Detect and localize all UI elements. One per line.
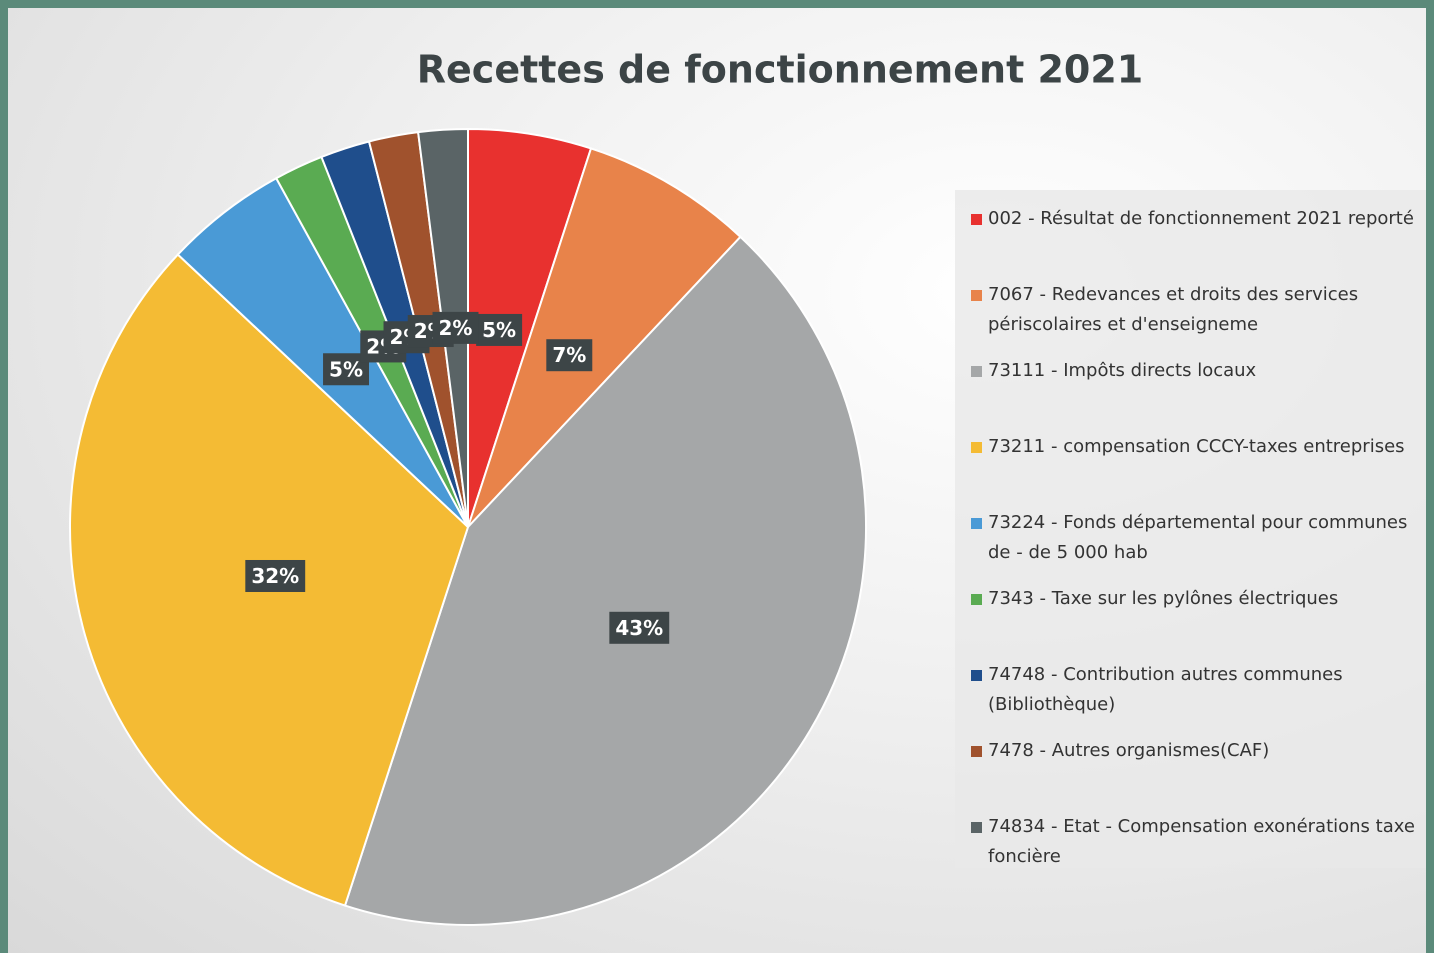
data-label-box [546,339,593,372]
legend-swatch [971,518,982,529]
pie-slice [467,147,742,528]
data-label-box [432,311,479,344]
legend-label: 73111 - Impôts directs locaux [988,360,1257,381]
legend-swatch [971,822,982,833]
data-label: 43% [609,611,670,644]
data-label: 32% [245,559,306,592]
data-label: 5% [323,353,370,386]
data-label: 7% [546,339,593,372]
legend-item: 73211 - compensation CCCY-taxes entrepri… [971,432,1417,508]
legend-swatch [971,214,982,225]
data-label: 2% [432,311,479,344]
legend-label: 74748 - Contribution autres communes (Bi… [988,664,1343,715]
data-label-text: 43% [615,616,663,640]
data-label-text: 7% [552,343,586,367]
legend-swatch [971,746,982,757]
data-label-box [476,313,523,346]
pie-area: Recettes de fonctionnement 2021 5% 7% 43% 3… [69,48,1143,926]
data-label-text: 2% [439,316,473,340]
legend-swatch [971,290,982,301]
legend-item: 7067 - Redevances et droits des services… [971,280,1417,356]
legend-item: 7343 - Taxe sur les pylônes électriques [971,584,1417,660]
legend-label: 73211 - compensation CCCY-taxes entrepri… [988,436,1405,457]
legend-label: 73224 - Fonds départemental pour commune… [988,512,1408,563]
data-label-box [245,559,306,592]
legend-item: 73111 - Impôts directs locaux [971,356,1417,432]
legend-item: 74834 - Etat - Compensation exonérations… [971,812,1417,888]
legend-swatch [971,442,982,453]
legend-label: 74834 - Etat - Compensation exonérations… [988,816,1415,867]
legend-item: 73224 - Fonds départemental pour commune… [971,508,1417,584]
legend-label: 7478 - Autres organismes(CAF) [988,740,1270,761]
data-label-text: 32% [251,564,299,588]
pie-slice [343,235,867,926]
legend-label: 7067 - Redevances et droits des services… [988,284,1359,335]
legend-swatch [971,366,982,377]
data-label: 5% [476,313,523,346]
data-label-text: 5% [329,357,363,381]
legend-swatch [971,594,982,605]
legend-label: 002 - Résultat de fonctionnement 2021 re… [988,208,1414,229]
data-label-box [609,611,670,644]
legend-swatch [971,670,982,681]
data-label-text: 5% [482,318,516,342]
legend-item: 7478 - Autres organismes(CAF) [971,736,1417,812]
legend-item: 74748 - Contribution autres communes (Bi… [971,660,1417,736]
legend-label: 7343 - Taxe sur les pylônes électriques [988,588,1339,609]
chart-title: Recettes de fonctionnement 2021 [417,48,1143,92]
legend-item: 002 - Résultat de fonctionnement 2021 re… [971,204,1417,280]
legend: 002 - Résultat de fonctionnement 2021 re… [955,190,1426,868]
